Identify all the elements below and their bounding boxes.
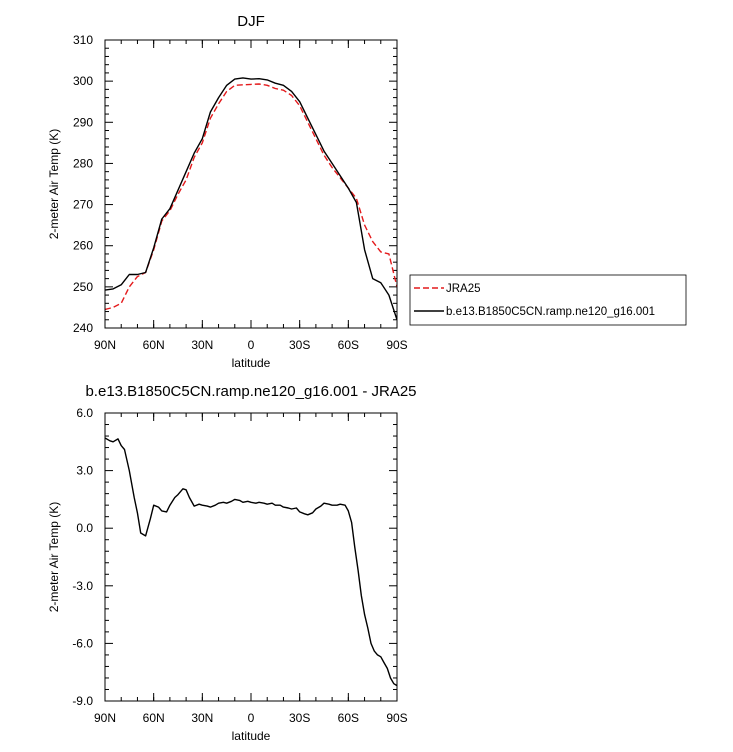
legend-label-2: b.e13.B1850C5CN.ramp.ne120_g16.001 (446, 306, 655, 318)
legend-box (409, 274, 687, 326)
x-tick-label: 90S (386, 711, 407, 725)
x-tick-label: 90N (94, 338, 116, 352)
y-tick-label: 310 (73, 33, 93, 47)
y-tick-label: -3.0 (72, 579, 93, 593)
x-tick-label: 0 (248, 711, 255, 725)
y-tick-label: -6.0 (72, 636, 93, 650)
x-tick-label: 30S (289, 711, 310, 725)
x-axis-label: latitude (232, 729, 271, 743)
x-tick-label: 30N (191, 711, 213, 725)
plot-frame (104, 39, 398, 329)
y-tick-label: 3.0 (76, 464, 93, 478)
x-tick-label: 90N (94, 711, 116, 725)
x-tick-label: 60N (143, 711, 165, 725)
y-axis-label: 2-meter Air Temp (K) (47, 129, 61, 239)
y-axis-label: 2-meter Air Temp (K) (47, 502, 61, 612)
x-tick-label: 60S (338, 338, 359, 352)
y-tick-label: 280 (73, 156, 93, 170)
chart-title: b.e13.B1850C5CN.ramp.ne120_g16.001 - JRA… (85, 383, 416, 400)
y-tick-label: 240 (73, 321, 93, 335)
plot-frame (104, 412, 398, 702)
x-tick-label: 90S (386, 338, 407, 352)
x-axis-label: latitude (232, 356, 271, 370)
legend-label-1: JRA25 (446, 283, 481, 295)
series-line-2 (105, 77, 397, 321)
chart-panel-1: DJF 90N 60N 30N 0 30S 60S 90S 240 250 260 270 280 290… (47, 13, 687, 370)
y-tick-label: 270 (73, 198, 93, 212)
x-tick-label: 30N (191, 338, 213, 352)
y-tick-label: 250 (73, 280, 93, 294)
y-tick-label: 300 (73, 74, 93, 88)
chart-title: DJF (237, 13, 265, 30)
chart-panel-2: b.e13.B1850C5CN.ramp.ne120_g16.001 - JRA… (47, 383, 417, 743)
x-tick-label: 30S (289, 338, 310, 352)
legend: JRA25 b.e13.B1850C5CN.ramp.ne120_g16.001 (409, 274, 687, 326)
x-tick-label: 60S (338, 711, 359, 725)
y-tick-label: 290 (73, 115, 93, 129)
x-tick-label: 0 (248, 338, 255, 352)
y-tick-label: 0.0 (76, 521, 93, 535)
y-tick-label: 260 (73, 239, 93, 253)
y-tick-label: -9.0 (72, 694, 93, 708)
x-tick-label: 60N (143, 338, 165, 352)
y-tick-label: 6.0 (76, 406, 93, 420)
series-line-1 (105, 437, 397, 687)
